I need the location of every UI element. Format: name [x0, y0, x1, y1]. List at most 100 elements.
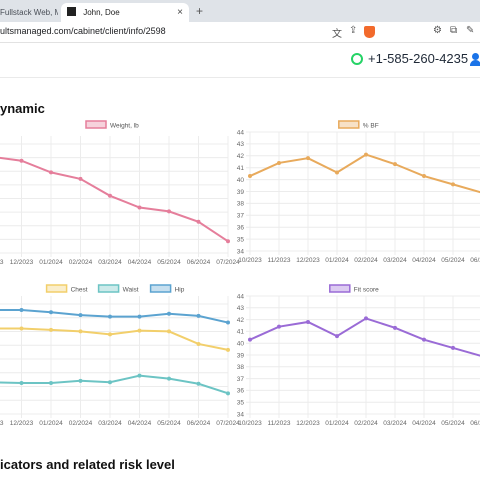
x-tick-label: 02/2024: [69, 259, 93, 266]
close-tab-icon[interactable]: ×: [177, 7, 183, 18]
page-header: +1-585-260-4235: [0, 43, 480, 78]
url-text[interactable]: ultsmanaged.com/cabinet/client/info/2598: [0, 26, 166, 36]
x-tick-label: 02/2024: [354, 257, 378, 264]
data-point[interactable]: [393, 325, 397, 330]
series-line: [249, 317, 480, 357]
data-point[interactable]: [167, 376, 171, 381]
data-point[interactable]: [108, 193, 112, 198]
data-point[interactable]: [226, 239, 230, 244]
data-point[interactable]: [78, 176, 83, 181]
brave-shield-icon[interactable]: [364, 26, 375, 38]
data-point[interactable]: [306, 319, 310, 324]
data-point[interactable]: [137, 314, 142, 319]
data-point[interactable]: [137, 328, 142, 333]
data-point[interactable]: [451, 182, 455, 187]
tab-label: John, Doe: [83, 8, 120, 17]
data-point[interactable]: [19, 308, 24, 313]
data-point[interactable]: [226, 320, 230, 325]
share-icon[interactable]: ⇪: [349, 25, 358, 36]
legend-label[interactable]: Hip: [175, 286, 185, 293]
x-tick-label: 01/2024: [39, 420, 63, 427]
data-point[interactable]: [78, 378, 83, 383]
tab-fullstack[interactable]: Fullstack Web, Mo: [0, 3, 58, 22]
legend-label[interactable]: Fit score: [354, 286, 379, 293]
data-point[interactable]: [422, 174, 426, 179]
chart-measurements: 11/2023 12/2023 01/2024 02/2024 03/2024 04/20…: [0, 282, 240, 430]
legend-label[interactable]: Weight, lb: [110, 122, 139, 129]
data-point[interactable]: [167, 311, 171, 316]
data-point[interactable]: [19, 326, 24, 331]
x-tick-label: 11/2023: [0, 259, 4, 266]
translate-icon[interactable]: 文: [332, 29, 342, 40]
data-point[interactable]: [364, 152, 368, 157]
data-point[interactable]: [167, 329, 171, 334]
data-point[interactable]: [78, 313, 83, 318]
x-tick-label: 03/2024: [383, 420, 407, 427]
data-point[interactable]: [108, 380, 112, 385]
data-point[interactable]: [108, 314, 112, 319]
x-tick-label: 05/2024: [441, 420, 465, 427]
y-tick-label: 35: [237, 400, 245, 407]
legend-label[interactable]: Waist: [123, 286, 139, 293]
legend-swatch[interactable]: [85, 120, 107, 129]
data-point[interactable]: [306, 156, 310, 161]
legend-swatch[interactable]: [149, 284, 172, 293]
y-tick-label: 39: [237, 189, 245, 196]
data-point[interactable]: [277, 160, 281, 165]
tab-john-doe[interactable]: John, Doe ×: [61, 3, 189, 22]
data-point[interactable]: [422, 337, 426, 342]
extension-gear-icon[interactable]: ⚙: [433, 25, 442, 36]
y-tick-label: 41: [237, 165, 245, 172]
data-point[interactable]: [49, 170, 53, 175]
x-tick-label: 05/2024: [157, 420, 181, 427]
data-point[interactable]: [19, 158, 24, 163]
new-tab-button[interactable]: +: [196, 4, 204, 18]
legend-label[interactable]: Chest: [71, 286, 88, 293]
x-tick-label: 01/2024: [325, 420, 349, 427]
y-tick-label: 40: [237, 177, 245, 184]
data-point[interactable]: [49, 381, 53, 386]
x-tick-label: 12/2023: [10, 420, 34, 427]
data-point[interactable]: [451, 345, 455, 350]
data-point[interactable]: [277, 324, 281, 329]
y-tick-label: 43: [237, 305, 245, 312]
y-tick-label: 38: [237, 201, 245, 208]
data-point[interactable]: [393, 162, 397, 167]
x-tick-label: 06/2024: [470, 420, 480, 427]
data-point[interactable]: [226, 347, 230, 352]
data-point[interactable]: [108, 332, 112, 337]
data-point[interactable]: [196, 381, 201, 386]
puzzle-icon[interactable]: ⧉: [450, 25, 458, 36]
x-tick-label: 12/2023: [10, 259, 34, 266]
legend-swatch[interactable]: [45, 284, 68, 293]
data-point[interactable]: [196, 341, 201, 346]
legend-swatch[interactable]: [329, 284, 351, 293]
data-point[interactable]: [335, 170, 339, 175]
data-point[interactable]: [49, 327, 53, 332]
whatsapp-icon[interactable]: [351, 53, 363, 65]
data-point[interactable]: [137, 205, 142, 210]
x-tick-label: 11/2023: [267, 420, 290, 427]
data-point[interactable]: [226, 391, 230, 396]
user-icon[interactable]: [470, 53, 480, 67]
legend-swatch[interactable]: [338, 120, 360, 129]
legend-swatch[interactable]: [97, 284, 120, 293]
x-tick-label: 07/2024: [216, 420, 240, 427]
data-point[interactable]: [335, 334, 339, 339]
data-point[interactable]: [248, 174, 252, 179]
data-point[interactable]: [137, 373, 142, 378]
data-point[interactable]: [167, 209, 171, 214]
pen-icon[interactable]: ✎: [466, 25, 475, 36]
data-point[interactable]: [19, 381, 24, 386]
phone-link[interactable]: +1-585-260-4235: [368, 51, 469, 66]
data-point[interactable]: [78, 329, 83, 334]
x-tick-label: 12/2023: [296, 257, 320, 264]
data-point[interactable]: [196, 313, 201, 318]
y-tick-label: 38: [237, 364, 245, 371]
x-tick-label: 04/2024: [128, 420, 152, 427]
data-point[interactable]: [49, 310, 53, 315]
legend-label[interactable]: % BF: [363, 122, 379, 129]
data-point[interactable]: [248, 337, 252, 342]
data-point[interactable]: [364, 316, 368, 321]
data-point[interactable]: [196, 219, 201, 224]
